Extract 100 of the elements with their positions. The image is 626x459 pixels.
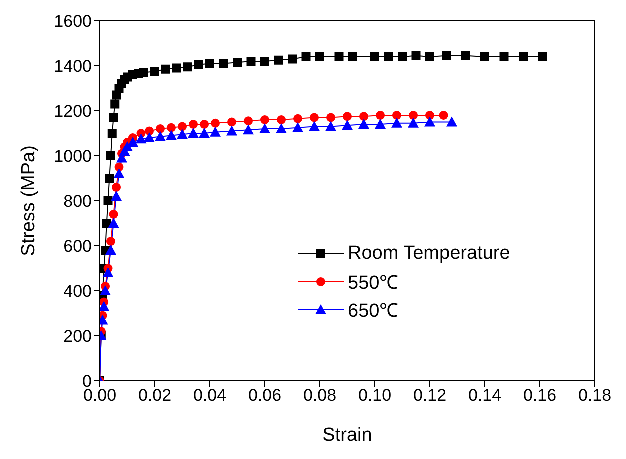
point [392,111,402,120]
legend-label: 550℃ [348,272,399,295]
point [106,245,116,255]
point [439,111,448,120]
x-tick-label: 0.16 [523,386,557,406]
point [109,113,118,122]
point [426,111,434,120]
point [409,111,418,120]
point [110,100,120,109]
x-axis-title: Strain [322,425,372,446]
point [310,113,319,122]
point [244,116,253,126]
point [343,112,352,122]
point [136,134,147,144]
point [326,113,336,122]
y-tick-label: 1400 [54,57,92,76]
point [206,59,214,68]
point [348,52,358,62]
point [189,120,198,129]
point [200,120,209,129]
x-tick-label: 0.10 [358,386,392,406]
y-tick-label: 800 [64,192,92,212]
point [334,52,344,62]
point [100,301,110,312]
x-tick-label: 0.06 [248,386,282,406]
point [166,130,177,140]
x-tick-label: 0.14 [468,386,502,406]
legend-label: 650℃ [348,300,399,323]
point [246,57,256,66]
point [277,116,286,124]
point [102,268,114,278]
point [111,191,122,201]
x-tick-label: 0.02 [138,386,172,406]
point [412,51,421,60]
point [500,52,509,62]
point [302,52,311,62]
point [392,118,402,128]
point [184,62,192,72]
point [100,286,111,296]
point [105,174,114,183]
point [156,124,165,134]
y-tick-label: 1200 [54,102,92,122]
point [480,52,490,62]
point [408,118,419,128]
x-tick-label: 0.00 [83,386,117,406]
legend-label: Room Temperature [348,243,510,265]
point [211,118,220,128]
x-tick-label: 0.04 [193,386,227,406]
point [178,122,187,132]
point [122,142,133,152]
point [226,126,238,136]
point [519,52,528,62]
point [260,124,270,134]
point [370,52,380,62]
point [188,128,199,138]
point [112,183,121,192]
point [358,119,370,129]
y-tick-label: 1600 [54,12,92,32]
point [114,168,125,178]
point [106,237,116,246]
point [442,51,451,60]
point [342,120,353,130]
point [155,131,166,142]
point [150,67,160,76]
point [309,121,320,132]
point [194,60,204,70]
point [538,52,548,62]
point [424,116,436,127]
point [376,111,385,120]
point [233,58,242,68]
point [108,129,117,138]
point [446,116,458,127]
point [426,52,434,62]
point [288,54,297,64]
x-tick-label: 0.12 [413,386,447,406]
point [398,52,407,62]
point [326,121,336,132]
point [199,128,210,138]
point [104,196,113,206]
point [292,122,304,132]
point [360,112,368,122]
point [144,132,155,142]
point [384,52,394,62]
y-tick-label: 600 [64,237,92,256]
x-tick-label: 0.08 [303,386,337,406]
point [276,124,287,134]
point [210,126,221,137]
point [109,210,118,219]
point [106,152,116,160]
point [219,59,228,68]
y-axis-title: Stress (MPa) [18,146,40,256]
point [128,137,138,147]
point [167,123,176,132]
point [243,124,254,135]
point [177,129,188,140]
point [375,119,386,129]
y-tick-label: 1000 [54,147,92,166]
point [145,126,154,136]
y-tick-label: 200 [64,327,92,346]
point [260,57,270,66]
